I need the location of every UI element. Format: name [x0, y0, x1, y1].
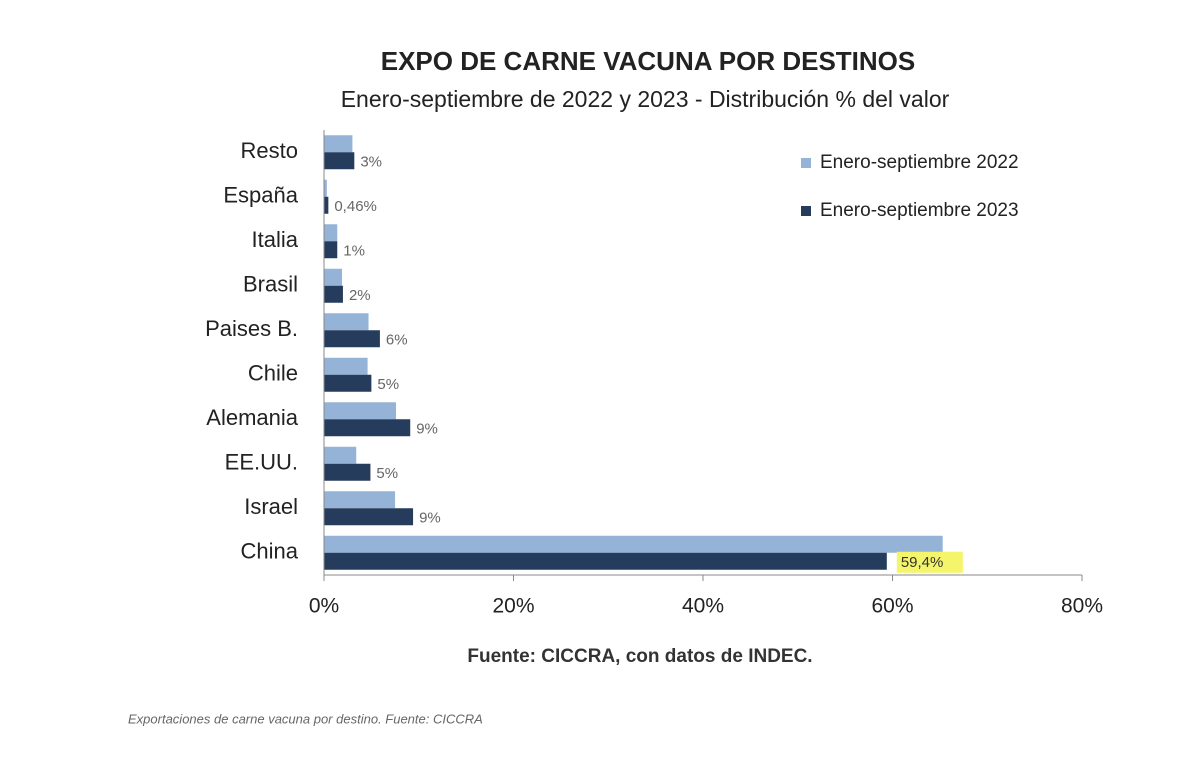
- bar: [324, 285, 343, 303]
- bar: [324, 357, 368, 375]
- bar: [324, 268, 343, 286]
- category-label: Paises B.: [205, 316, 298, 341]
- bar: [324, 463, 371, 481]
- category-label: Alemania: [206, 405, 298, 430]
- bar: [324, 224, 338, 242]
- legend-label: Enero-septiembre 2023: [820, 200, 1019, 221]
- bar: [324, 152, 355, 170]
- bar: [324, 179, 327, 197]
- bar: [324, 552, 887, 570]
- category-label: Italia: [252, 227, 299, 252]
- bar: [324, 135, 353, 153]
- category-label: China: [241, 539, 299, 564]
- bar: [324, 374, 372, 392]
- category-label: Israel: [244, 494, 298, 519]
- bar: [324, 446, 357, 464]
- bar: [324, 419, 411, 437]
- bar: [324, 330, 380, 348]
- legend-marker: [801, 206, 811, 216]
- bar: [324, 241, 338, 259]
- legend-marker: [801, 158, 811, 168]
- value-label: 3%: [360, 154, 382, 171]
- category-label: Chile: [248, 361, 298, 386]
- category-label: EE.UU.: [225, 450, 298, 475]
- bar: [324, 402, 397, 420]
- x-tick-label: 40%: [682, 595, 724, 618]
- value-label: 59,4%: [901, 554, 944, 571]
- bar: [324, 508, 414, 526]
- x-tick-label: 80%: [1061, 595, 1103, 618]
- label-highlight: [896, 551, 963, 573]
- x-tick-label: 0%: [309, 595, 339, 618]
- x-tick-label: 60%: [871, 595, 913, 618]
- caption: Exportaciones de carne vacuna por destin…: [128, 711, 483, 726]
- chart-subtitle: Enero-septiembre de 2022 y 2023 - Distri…: [341, 86, 950, 112]
- value-label: 9%: [419, 510, 441, 527]
- value-label: 5%: [376, 465, 398, 482]
- bar: [324, 196, 329, 214]
- source: Fuente: CICCRA, con datos de INDEC.: [467, 646, 812, 667]
- x-tick-label: 20%: [492, 595, 534, 618]
- bar: [324, 535, 943, 553]
- chart-title: EXPO DE CARNE VACUNA POR DESTINOS: [381, 46, 916, 76]
- value-label: 9%: [416, 421, 438, 438]
- bar: [324, 313, 369, 331]
- value-label: 6%: [386, 332, 408, 349]
- category-label: Resto: [241, 138, 298, 163]
- value-label: 0,46%: [334, 198, 377, 215]
- value-label: 2%: [349, 287, 371, 304]
- category-label: España: [223, 183, 298, 208]
- bar: [324, 491, 396, 509]
- category-label: Brasil: [243, 272, 298, 297]
- value-label: 1%: [343, 243, 365, 260]
- value-label: 5%: [377, 376, 399, 393]
- legend-label: Enero-septiembre 2022: [820, 152, 1019, 173]
